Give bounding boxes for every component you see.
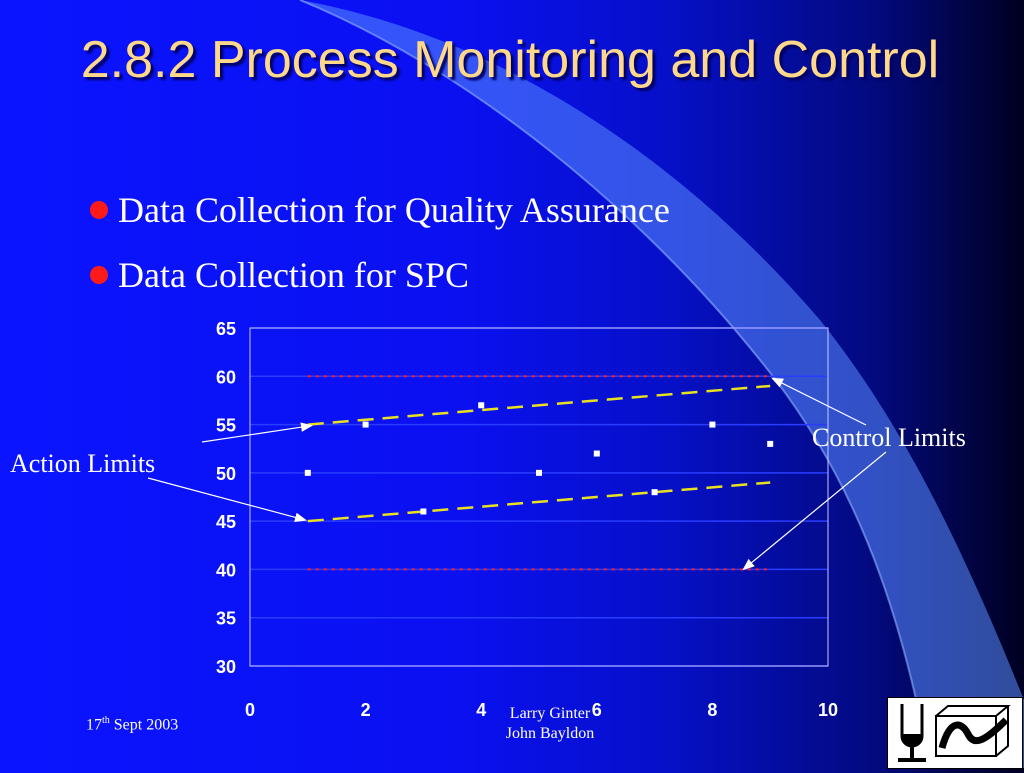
y-tick-label: 60 <box>216 367 236 387</box>
data-point <box>420 508 427 515</box>
author-name: Larry Ginter <box>509 705 591 722</box>
action-limit-lower-line <box>307 481 771 523</box>
x-tick-label: 6 <box>592 700 602 720</box>
data-point <box>709 421 716 428</box>
data-point <box>767 440 774 447</box>
x-tick-label: 10 <box>818 700 838 720</box>
x-tick-label: 4 <box>476 700 486 720</box>
data-point <box>304 469 311 476</box>
bullet-list: Data Collection for Quality Assurance Da… <box>88 190 670 320</box>
plot-area-frame <box>249 327 829 667</box>
action-limit-upper-line <box>307 384 771 426</box>
y-tick-label: 45 <box>216 512 236 532</box>
control-limits-arrow <box>742 451 887 571</box>
control-limits-label: Control Limits <box>812 423 966 452</box>
x-tick-label: 0 <box>245 700 255 720</box>
y-tick-label: 40 <box>216 560 236 580</box>
footer-date: 17th Sept 2003 <box>86 715 179 734</box>
data-point <box>651 489 658 496</box>
bullet-dot-icon <box>90 266 108 284</box>
y-tick-label: 65 <box>216 319 236 339</box>
bullet-item: Data Collection for Quality Assurance <box>88 190 670 255</box>
author-name: John Bayldon <box>505 725 595 742</box>
data-point <box>593 450 600 457</box>
data-point <box>362 421 369 428</box>
y-tick-label: 35 <box>216 609 236 629</box>
bullet-dot-icon <box>90 201 108 219</box>
y-tick-label: 50 <box>216 464 236 484</box>
data-point <box>478 402 485 409</box>
action-limits-label: Action Limits <box>10 449 155 478</box>
control-limits-arrow <box>771 377 867 426</box>
slide-title: 2.8.2 Process Monitoring and Control <box>80 31 940 89</box>
data-point <box>536 469 542 476</box>
bullet-item: Data Collection for SPC <box>88 255 670 320</box>
institution-logo-icon <box>887 697 1023 769</box>
y-tick-label: 55 <box>216 416 236 436</box>
action-limits-arrow <box>147 477 307 522</box>
x-tick-label: 8 <box>707 700 717 720</box>
bullet-text: Data Collection for SPC <box>118 255 469 295</box>
action-limits-arrow <box>201 422 313 443</box>
y-tick-label: 30 <box>216 657 236 677</box>
bullet-text: Data Collection for Quality Assurance <box>118 190 670 230</box>
x-tick-label: 2 <box>361 700 371 720</box>
footer-authors: Larry Ginter John Bayldon <box>480 704 620 744</box>
